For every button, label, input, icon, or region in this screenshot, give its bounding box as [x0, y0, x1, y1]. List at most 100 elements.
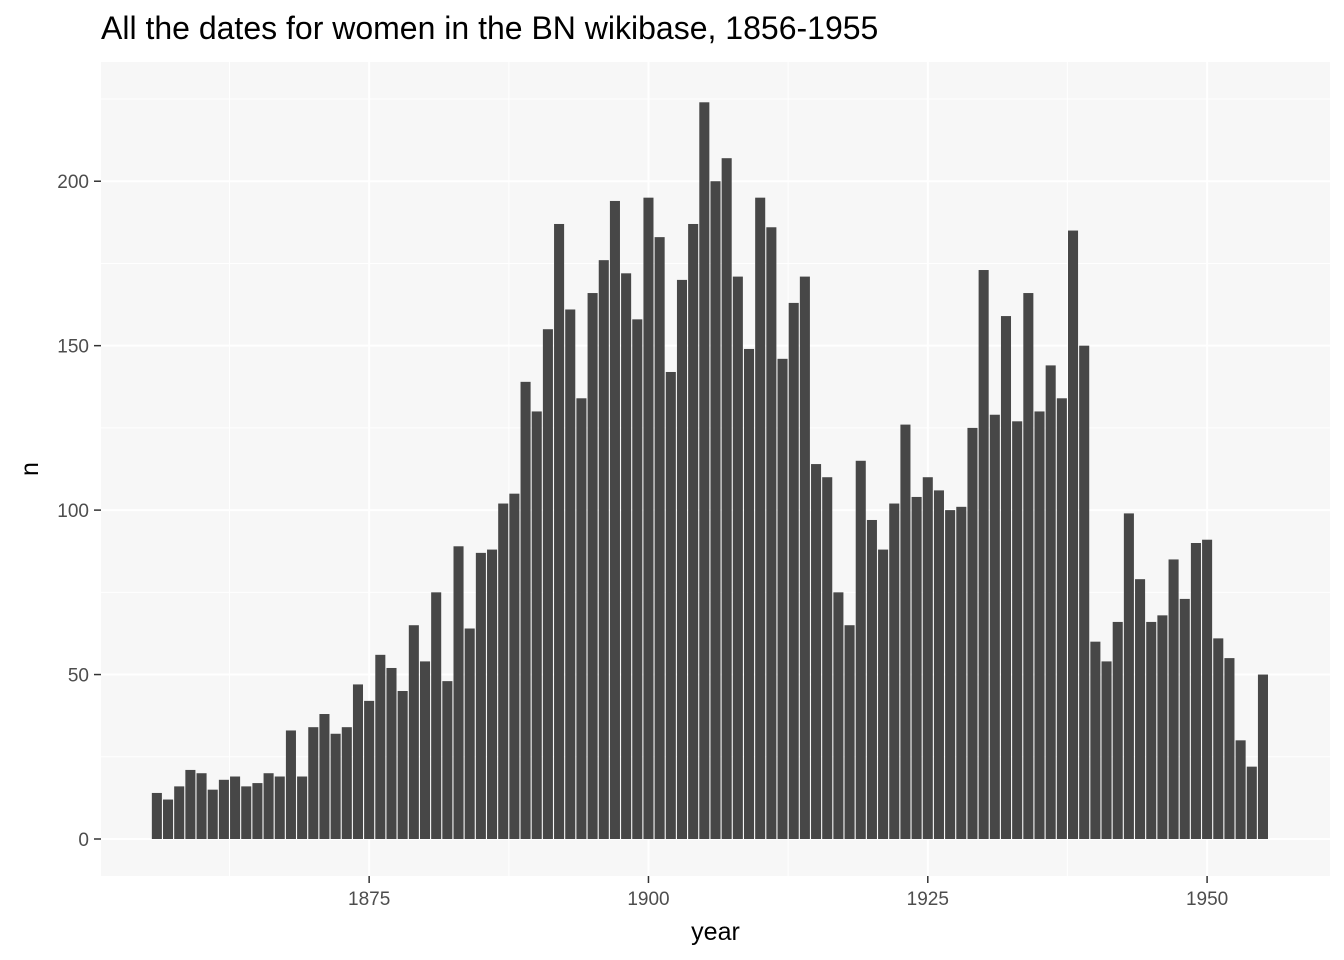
bar-1942 [1112, 621, 1123, 839]
bar-1903 [676, 279, 688, 839]
bar-1884 [464, 628, 475, 839]
bar-1908 [732, 276, 743, 840]
bar-1877 [386, 667, 397, 839]
bar-1955 [1257, 674, 1268, 839]
bar-1891 [542, 329, 553, 839]
bar-1913 [788, 302, 799, 839]
bar-1873 [341, 727, 352, 839]
bar-1869 [297, 776, 308, 839]
x-axis-title: year [691, 918, 740, 946]
bar-1857 [163, 799, 174, 839]
bar-1896 [598, 260, 609, 840]
bar-1862 [218, 779, 229, 839]
bar-1916 [822, 477, 833, 839]
bar-1919 [855, 460, 866, 839]
bar-1922 [889, 503, 900, 839]
bar-1930 [978, 270, 989, 839]
x-axis: 1875 1900 1925 1950 [348, 876, 1228, 910]
bar-1871 [319, 714, 330, 839]
bars-group [151, 102, 1268, 840]
bar-1937 [1056, 398, 1067, 839]
bar-1928 [956, 506, 967, 839]
bar-1897 [609, 200, 620, 839]
bar-1856 [151, 792, 162, 839]
bar-1904 [688, 223, 699, 839]
bar-1880 [419, 661, 431, 839]
bar-1944 [1135, 579, 1146, 839]
bar-1920 [866, 519, 877, 839]
bar-1866 [263, 773, 274, 839]
bar-1870 [308, 727, 319, 839]
bar-1900 [643, 197, 654, 839]
bar-1934 [1023, 293, 1034, 839]
bar-1925 [922, 477, 933, 839]
bar-1939 [1079, 345, 1090, 839]
bar-1876 [375, 654, 386, 839]
bar-1879 [408, 625, 419, 839]
bar-1867 [274, 776, 285, 839]
bar-1923 [900, 424, 911, 839]
bar-1894 [576, 398, 587, 839]
bar-1926 [933, 490, 944, 839]
bar-1918 [844, 625, 855, 839]
bar-1932 [1000, 316, 1012, 840]
y-tick-label: 150 [57, 337, 89, 358]
x-tick-label: 1875 [348, 889, 390, 910]
x-tick-label: 1925 [907, 889, 949, 910]
bar-1911 [766, 227, 777, 839]
bar-1917 [833, 592, 844, 839]
bar-1868 [285, 730, 296, 839]
bar-1950 [1202, 539, 1213, 839]
bar-1907 [721, 158, 732, 839]
bar-1889 [520, 381, 531, 839]
bar-1874 [352, 684, 364, 839]
bar-1910 [755, 197, 766, 839]
bar-1881 [431, 592, 442, 839]
bar-1954 [1246, 766, 1257, 839]
bar-1953 [1235, 740, 1246, 839]
bar-1865 [252, 783, 263, 839]
bar-1935 [1034, 411, 1045, 839]
bar-1883 [453, 546, 464, 839]
bar-1860 [196, 773, 207, 839]
bar-1890 [531, 411, 542, 839]
bar-1864 [241, 786, 252, 839]
y-axis: 0 50 100 150 200 [57, 172, 101, 851]
bar-1886 [487, 549, 498, 839]
bar-1947 [1168, 559, 1179, 839]
bar-1875 [364, 700, 375, 839]
bar-1892 [554, 223, 565, 839]
bar-1951 [1213, 638, 1224, 839]
bar-1888 [509, 493, 520, 839]
x-tick-label: 1900 [627, 889, 669, 910]
bar-1906 [710, 181, 721, 839]
bar-1887 [498, 503, 509, 839]
bar-1924 [911, 496, 922, 839]
bar-1858 [174, 786, 185, 839]
bar-1895 [587, 293, 598, 839]
bar-1901 [654, 237, 665, 840]
bar-1861 [207, 789, 218, 839]
bar-1952 [1224, 658, 1235, 839]
bar-1902 [665, 371, 676, 839]
bar-1859 [185, 769, 196, 839]
bar-1921 [878, 549, 889, 839]
bar-1929 [967, 427, 978, 839]
bar-1938 [1067, 230, 1079, 840]
bar-1949 [1190, 543, 1201, 839]
chart-title: All the dates for women in the BN wikiba… [101, 10, 879, 46]
bar-1905 [699, 102, 710, 840]
y-tick-label: 50 [68, 666, 89, 687]
y-tick-label: 100 [57, 501, 89, 522]
bar-1931 [989, 414, 1000, 839]
bar-1945 [1146, 621, 1157, 839]
bar-1899 [632, 319, 643, 839]
bar-1878 [397, 691, 408, 839]
bar-1909 [743, 348, 755, 839]
bar-1915 [811, 464, 822, 839]
bar-1912 [777, 358, 788, 839]
bar-1933 [1012, 421, 1023, 839]
bar-1914 [799, 276, 810, 840]
bar-1946 [1157, 615, 1168, 839]
